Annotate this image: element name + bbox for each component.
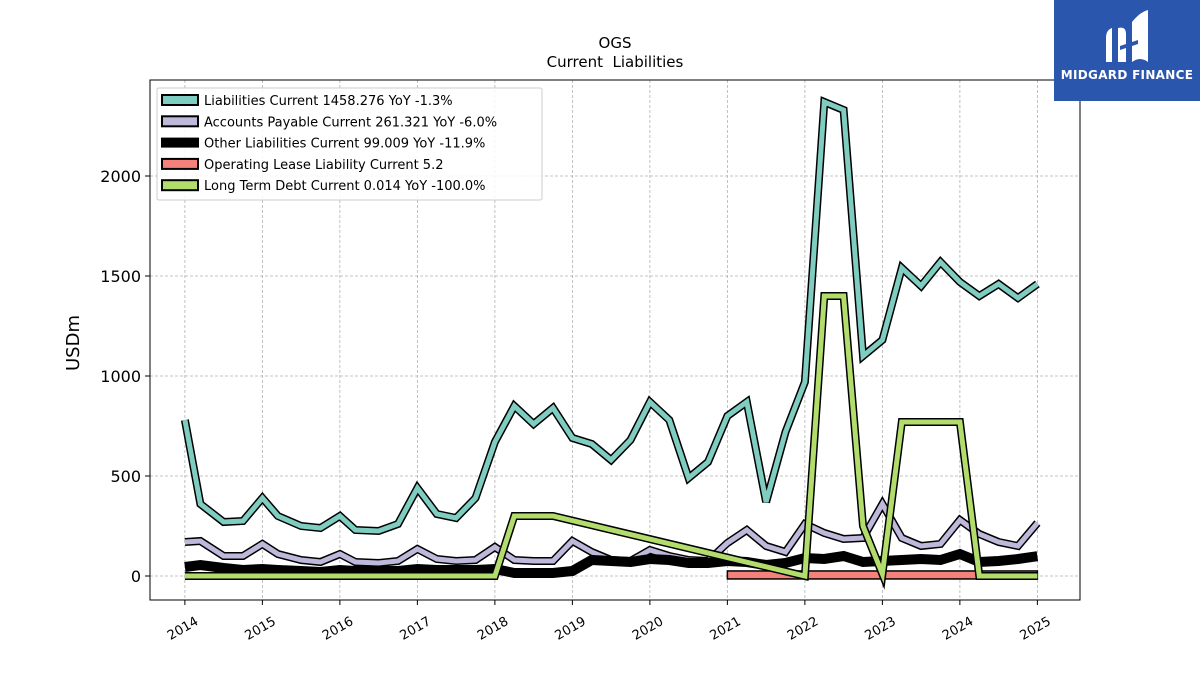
series-layer <box>180 96 1041 590</box>
legend-swatch <box>161 137 199 148</box>
brand-logo: MIDGARD FINANCE <box>1054 0 1200 101</box>
y-tick-label: 2000 <box>100 167 141 186</box>
y-tick-label: 1500 <box>100 267 141 286</box>
chart-title: OGS <box>599 34 632 52</box>
legend-swatch <box>161 157 199 170</box>
legend-label: Long Term Debt Current 0.014 YoY -100.0% <box>204 179 486 194</box>
legend-label: Other Liabilities Current 99.009 YoY -11… <box>204 137 485 152</box>
legend-label: Liabilities Current 1458.276 YoY -1.3% <box>204 94 453 109</box>
legend-box <box>156 87 543 201</box>
y-tick-label: 500 <box>110 467 141 486</box>
series-line <box>184 293 1038 584</box>
legend-swatch <box>161 115 199 128</box>
logo-mark-icon <box>1106 10 1148 63</box>
legend-swatch <box>161 94 199 106</box>
chart-subtitle: Current Liabilities <box>547 53 684 71</box>
legend: Liabilities Current 1458.276 YoY -1.3% Ac… <box>156 87 543 201</box>
legend-label: Accounts Payable Current 261.321 YoY -6.… <box>204 115 497 130</box>
plot-frame <box>149 79 1081 601</box>
legend-label: Operating Lease Liability Current 5.2 <box>204 158 443 173</box>
y-tick-label: 0 <box>131 567 141 586</box>
series-outline <box>184 548 1039 578</box>
y-axis-label: USDm <box>63 315 84 371</box>
logo-text: MIDGARD FINANCE <box>1060 68 1194 82</box>
legend-swatch <box>161 179 199 192</box>
y-tick-label: 1000 <box>100 367 141 386</box>
series-line <box>182 98 1039 534</box>
